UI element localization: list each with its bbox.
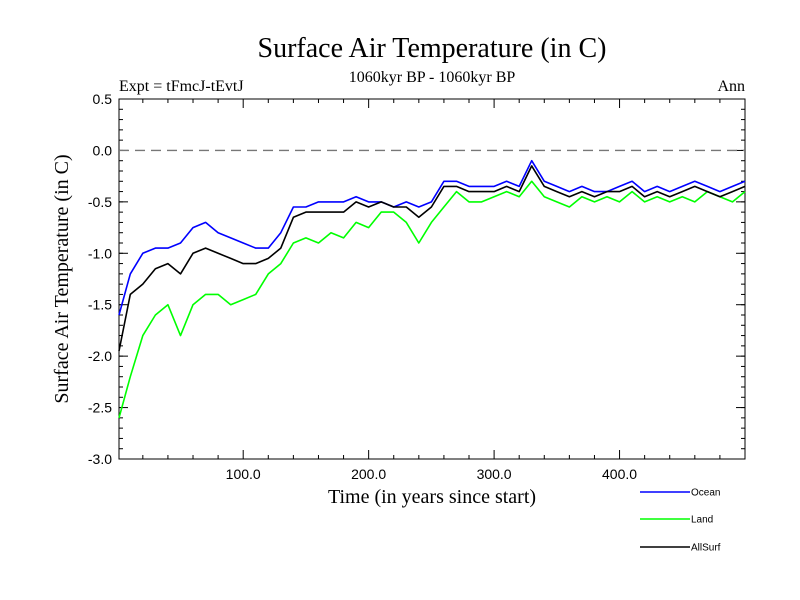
chart-left-annotation: Expt = tFmcJ-tEvtJ — [119, 78, 244, 95]
legend-label-allsurf: AllSurf — [691, 543, 721, 554]
x-axis-label: Time (in years since start) — [328, 486, 536, 508]
legend-label-land: Land — [691, 515, 713, 526]
y-tick-label: -0.5 — [88, 194, 112, 210]
x-tick-label: 200.0 — [351, 466, 386, 482]
x-tick-label: 100.0 — [226, 466, 261, 482]
chart-right-annotation: Ann — [717, 78, 745, 95]
y-axis-label: Surface Air Temperature (in C) — [51, 154, 73, 403]
series-line-land — [118, 180, 746, 419]
y-tick-label: -2.0 — [88, 348, 112, 364]
series-line-allsurf — [118, 165, 746, 352]
x-tick-label: 300.0 — [477, 466, 512, 482]
y-tick-label: -1.5 — [88, 297, 112, 313]
y-tick-label: -1.0 — [88, 245, 112, 261]
plot-frame — [118, 98, 746, 460]
y-tick-label: 0.0 — [93, 142, 113, 158]
series-lines — [118, 159, 746, 419]
y-tick-label: -2.5 — [88, 400, 112, 416]
series-line-ocean — [118, 159, 746, 316]
legend-label-ocean: Ocean — [691, 488, 720, 499]
chart-title: Surface Air Temperature (in C) — [258, 33, 607, 64]
y-tick-label: -3.0 — [88, 451, 112, 467]
x-tick-label: 400.0 — [602, 466, 637, 482]
legend: Ocean Land AllSurf — [640, 488, 721, 554]
y-axis: -3.0 -2.5 -2.0 -1.5 -1.0 -0.5 0.0 0.5 — [88, 91, 745, 467]
y-tick-label: 0.5 — [93, 91, 113, 107]
chart-subtitle: 1060kyr BP - 1060kyr BP — [349, 69, 516, 86]
x-axis: 100.0 200.0 300.0 400.0 — [142, 99, 721, 482]
